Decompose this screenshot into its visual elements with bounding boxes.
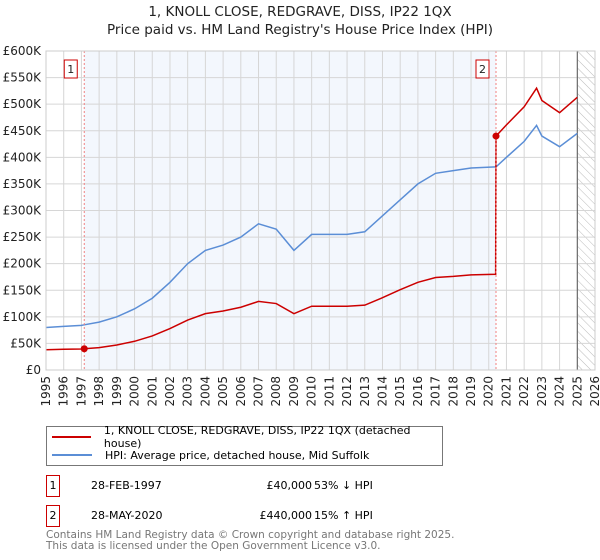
sale-price: £440,000 bbox=[259, 509, 313, 522]
x-tick-label: 2024 bbox=[553, 376, 567, 407]
x-tick-label: 1996 bbox=[57, 376, 71, 407]
sale-price: £40,000 bbox=[266, 479, 313, 492]
y-tick-label: £450K bbox=[3, 124, 43, 138]
y-tick-label: £550K bbox=[3, 71, 43, 85]
sale-badge: 1 bbox=[46, 475, 60, 497]
x-tick-label: 2006 bbox=[234, 376, 248, 407]
hpi-line bbox=[45, 124, 578, 329]
x-tick-label: 2014 bbox=[375, 376, 389, 407]
sale-badge: 2 bbox=[46, 505, 60, 527]
x-tick-label: 1997 bbox=[74, 376, 88, 407]
y-tick-label: £600K bbox=[3, 44, 43, 58]
x-tick-label: 1999 bbox=[110, 376, 124, 407]
sale-label-box bbox=[475, 59, 490, 79]
x-tick-label: 2003 bbox=[181, 376, 195, 407]
x-tick-label: 2007 bbox=[252, 376, 266, 407]
x-tick-label: 2013 bbox=[358, 376, 372, 407]
legend: 1, KNOLL CLOSE, REDGRAVE, DISS, IP22 1QX… bbox=[46, 424, 443, 466]
x-tick-label: 1998 bbox=[92, 376, 106, 407]
sale-date: 28-MAY-2020 bbox=[91, 509, 163, 522]
y-tick-label: £300K bbox=[3, 204, 43, 218]
x-tick-label: 2020 bbox=[482, 376, 496, 407]
x-tick-label: 2004 bbox=[198, 376, 212, 407]
sale-date: 28-FEB-1997 bbox=[91, 479, 162, 492]
table-row: 2 28-MAY-2020 £440,000 15% ↑ HPI bbox=[46, 505, 546, 527]
x-tick-label: 2010 bbox=[305, 376, 319, 407]
legend-item-property: 1, KNOLL CLOSE, REDGRAVE, DISS, IP22 1QX… bbox=[52, 424, 442, 450]
x-tick-label: 2023 bbox=[535, 376, 549, 407]
chart-title: 1, KNOLL CLOSE, REDGRAVE, DISS, IP22 1QX bbox=[148, 4, 452, 20]
x-tick-label: 2016 bbox=[411, 376, 425, 407]
y-tick-label: £200K bbox=[3, 257, 43, 271]
footer-line2: This data is licensed under the Open Gov… bbox=[46, 540, 381, 552]
chart-subtitle: Price paid vs. HM Land Registry's House … bbox=[107, 22, 493, 38]
price-line bbox=[45, 86, 578, 351]
y-tick-label: £350K bbox=[3, 177, 43, 191]
x-tick-label: 2012 bbox=[340, 376, 354, 407]
plot-border bbox=[45, 50, 596, 371]
x-tick-label: 2011 bbox=[322, 376, 336, 407]
y-tick-label: £0 bbox=[26, 363, 41, 377]
x-tick-label: 2021 bbox=[499, 376, 513, 407]
table-row: 1 28-FEB-1997 £40,000 53% ↓ HPI bbox=[46, 475, 546, 497]
x-tick-label: 2001 bbox=[145, 376, 159, 407]
x-tick-label: 1995 bbox=[39, 376, 53, 407]
x-tick-label: 2005 bbox=[216, 376, 230, 407]
y-tick-label: £100K bbox=[3, 310, 43, 324]
y-tick-label: £400K bbox=[3, 150, 43, 164]
x-tick-label: 2022 bbox=[517, 376, 531, 407]
x-tick-label: 2008 bbox=[269, 376, 283, 407]
legend-swatch-blue bbox=[52, 454, 92, 456]
legend-label: 1, KNOLL CLOSE, REDGRAVE, DISS, IP22 1QX… bbox=[103, 424, 411, 450]
sale-label: 1 bbox=[67, 63, 74, 76]
sale-point bbox=[492, 132, 500, 140]
x-tick-label: 2015 bbox=[393, 376, 407, 407]
legend-swatch-red bbox=[52, 436, 91, 438]
x-tick-label: 2025 bbox=[570, 376, 584, 407]
x-tick-label: 2017 bbox=[429, 376, 443, 407]
x-tick-label: 2026 bbox=[588, 376, 600, 407]
x-tick-label: 2019 bbox=[464, 376, 478, 407]
sale-hpi: 15% ↑ HPI bbox=[314, 509, 373, 522]
y-tick-label: £500K bbox=[3, 97, 43, 111]
footer: Contains HM Land Registry data © Crown c… bbox=[46, 530, 454, 552]
sale-label-box bbox=[63, 59, 78, 79]
sale-point bbox=[80, 345, 88, 353]
x-tick-label: 2009 bbox=[287, 376, 301, 407]
x-tick-label: 2000 bbox=[128, 376, 142, 407]
sale-hpi: 53% ↓ HPI bbox=[314, 479, 373, 492]
y-tick-label: £150K bbox=[3, 283, 43, 297]
sale-label: 2 bbox=[479, 63, 486, 76]
legend-label: HPI: Average price, detached house, Mid … bbox=[105, 448, 370, 462]
y-tick-label: £250K bbox=[3, 230, 43, 244]
footer-line1: Contains HM Land Registry data © Crown c… bbox=[46, 529, 455, 541]
x-tick-label: 2002 bbox=[163, 376, 177, 407]
price-chart: 1995 1996 1997 1998 1999 2000 2001 2002 2003 2004… bbox=[3, 44, 600, 407]
x-tick-label: 2018 bbox=[446, 376, 460, 407]
y-tick-label: £50K bbox=[10, 336, 42, 350]
legend-item-hpi: HPI: Average price, detached house, Mid … bbox=[52, 447, 369, 463]
